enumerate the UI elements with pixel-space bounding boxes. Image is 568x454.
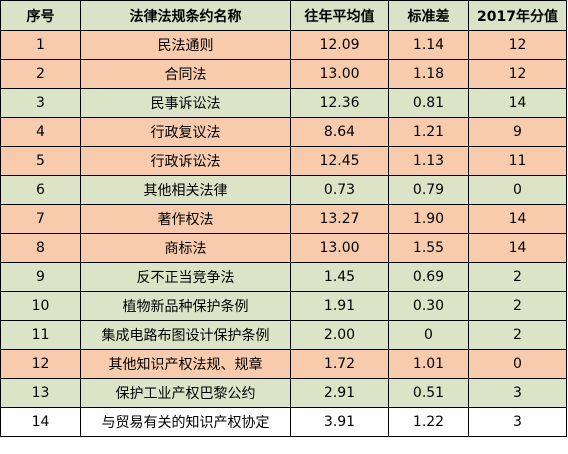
table-row: 10 植物新品种保护条例 1.91 0.30 2 — [0, 291, 567, 321]
cell-score: 0 — [468, 175, 567, 205]
cell-no: 12 — [0, 349, 81, 379]
cell-name: 合同法 — [80, 59, 291, 89]
cell-score: 12 — [468, 30, 567, 60]
table-row: 5 行政诉讼法 12.45 1.13 11 — [0, 146, 567, 176]
cell-score: 3 — [468, 378, 567, 408]
cell-score: 14 — [468, 204, 567, 234]
cell-no: 11 — [0, 320, 81, 350]
table-row: 3 民事诉讼法 12.36 0.81 14 — [0, 88, 567, 118]
cell-avg: 1.45 — [290, 262, 389, 292]
cell-no: 2 — [0, 59, 81, 89]
table-row: 4 行政复议法 8.64 1.21 9 — [0, 117, 567, 147]
table-row: 9 反不正当竞争法 1.45 0.69 2 — [0, 262, 567, 292]
cell-avg: 13.00 — [290, 59, 389, 89]
cell-name: 商标法 — [80, 233, 291, 263]
cell-no: 7 — [0, 204, 81, 234]
cell-avg: 3.91 — [290, 407, 389, 437]
cell-no: 14 — [0, 407, 81, 437]
cell-score: 14 — [468, 88, 567, 118]
cell-avg: 13.00 — [290, 233, 389, 263]
cell-no: 5 — [0, 146, 81, 176]
cell-name: 反不正当竞争法 — [80, 262, 291, 292]
cell-name: 著作权法 — [80, 204, 291, 234]
cell-no: 6 — [0, 175, 81, 205]
cell-score: 9 — [468, 117, 567, 147]
cell-sd: 1.55 — [388, 233, 469, 263]
cell-sd: 1.90 — [388, 204, 469, 234]
cell-name: 行政诉讼法 — [80, 146, 291, 176]
cell-score: 2 — [468, 291, 567, 321]
cell-score: 14 — [468, 233, 567, 263]
cell-no: 4 — [0, 117, 81, 147]
table-body: 1 民法通则 12.09 1.14 12 2 合同法 13.00 1.18 12 3 民事诉讼法 12.… — [0, 30, 567, 437]
cell-avg: 2.91 — [290, 378, 389, 408]
cell-no: 3 — [0, 88, 81, 118]
header-row: 序号 法律法规条约名称 往年平均值 标准差 2017年分值 — [0, 0, 567, 31]
cell-avg: 1.91 — [290, 291, 389, 321]
table-row: 12 其他知识产权法规、规章 1.72 1.01 0 — [0, 349, 567, 379]
table-row: 6 其他相关法律 0.73 0.79 0 — [0, 175, 567, 205]
cell-no: 10 — [0, 291, 81, 321]
cell-sd: 1.18 — [388, 59, 469, 89]
cell-name: 保护工业产权巴黎公约 — [80, 378, 291, 408]
cell-name: 其他相关法律 — [80, 175, 291, 205]
cell-name: 民事诉讼法 — [80, 88, 291, 118]
cell-sd: 1.13 — [388, 146, 469, 176]
cell-score: 3 — [468, 407, 567, 437]
cell-no: 8 — [0, 233, 81, 263]
cell-avg: 12.09 — [290, 30, 389, 60]
cell-sd: 1.22 — [388, 407, 469, 437]
cell-name: 集成电路布图设计保护条例 — [80, 320, 291, 350]
cell-no: 9 — [0, 262, 81, 292]
header-name: 法律法规条约名称 — [80, 0, 291, 31]
table-row: 14 与贸易有关的知识产权协定 3.91 1.22 3 — [0, 407, 567, 437]
table-row: 8 商标法 13.00 1.55 14 — [0, 233, 567, 263]
cell-no: 1 — [0, 30, 81, 60]
header-no: 序号 — [0, 0, 81, 31]
law-score-table: 序号 法律法规条约名称 往年平均值 标准差 2017年分值 1 民法通则 12.09… — [0, 0, 567, 437]
cell-name: 行政复议法 — [80, 117, 291, 147]
cell-avg: 12.45 — [290, 146, 389, 176]
cell-name: 植物新品种保护条例 — [80, 291, 291, 321]
cell-sd: 0.81 — [388, 88, 469, 118]
cell-score: 11 — [468, 146, 567, 176]
cell-sd: 0.51 — [388, 378, 469, 408]
cell-sd: 0 — [388, 320, 469, 350]
cell-sd: 1.14 — [388, 30, 469, 60]
cell-score: 0 — [468, 349, 567, 379]
cell-sd: 1.21 — [388, 117, 469, 147]
cell-avg: 2.00 — [290, 320, 389, 350]
table-row: 2 合同法 13.00 1.18 12 — [0, 59, 567, 89]
cell-no: 13 — [0, 378, 81, 408]
cell-score: 2 — [468, 320, 567, 350]
cell-avg: 12.36 — [290, 88, 389, 118]
table-row: 11 集成电路布图设计保护条例 2.00 0 2 — [0, 320, 567, 350]
cell-name: 与贸易有关的知识产权协定 — [80, 407, 291, 437]
cell-avg: 0.73 — [290, 175, 389, 205]
header-avg: 往年平均值 — [290, 0, 389, 31]
header-score: 2017年分值 — [468, 0, 567, 31]
cell-name: 其他知识产权法规、规章 — [80, 349, 291, 379]
header-sd: 标准差 — [388, 0, 469, 31]
cell-sd: 0.79 — [388, 175, 469, 205]
cell-avg: 13.27 — [290, 204, 389, 234]
cell-score: 2 — [468, 262, 567, 292]
cell-name: 民法通则 — [80, 30, 291, 60]
cell-score: 12 — [468, 59, 567, 89]
cell-avg: 1.72 — [290, 349, 389, 379]
table-row: 1 民法通则 12.09 1.14 12 — [0, 30, 567, 60]
table-row: 7 著作权法 13.27 1.90 14 — [0, 204, 567, 234]
cell-sd: 1.01 — [388, 349, 469, 379]
cell-avg: 8.64 — [290, 117, 389, 147]
table-row: 13 保护工业产权巴黎公约 2.91 0.51 3 — [0, 378, 567, 408]
cell-sd: 0.69 — [388, 262, 469, 292]
cell-sd: 0.30 — [388, 291, 469, 321]
